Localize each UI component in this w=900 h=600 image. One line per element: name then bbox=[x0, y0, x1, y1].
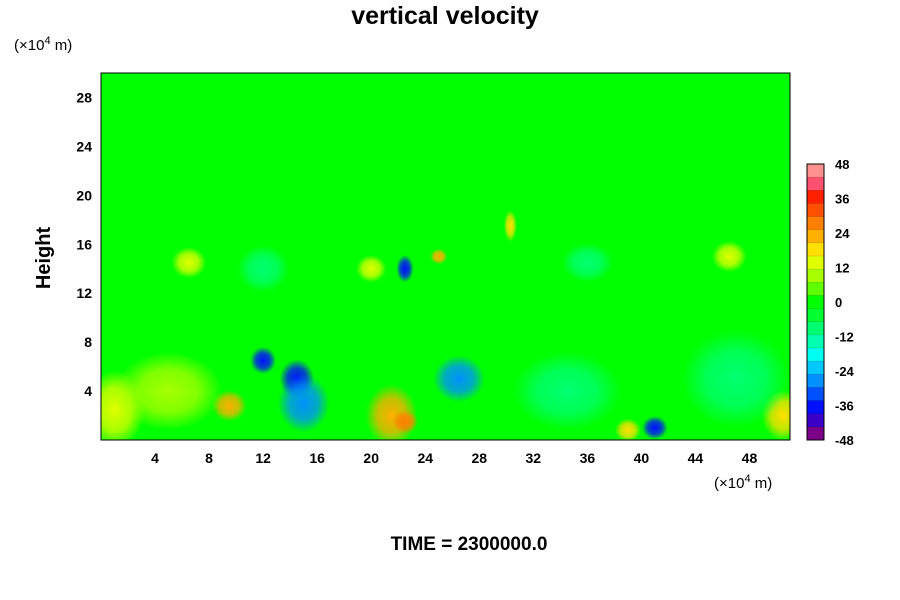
x-tick-label: 24 bbox=[417, 450, 433, 466]
colorbar-swatch bbox=[807, 203, 824, 218]
velocity-cell bbox=[114, 351, 223, 431]
velocity-cell bbox=[681, 329, 790, 428]
velocity-cell bbox=[433, 355, 485, 403]
y-tick-label: 4 bbox=[84, 383, 92, 399]
colorbar: 48 36 24 12 0 -12 -24 -36 -48 bbox=[806, 157, 855, 448]
colorbar-tick-label: -12 bbox=[835, 330, 854, 345]
colorbar-tick-label: 36 bbox=[835, 192, 849, 207]
velocity-cell bbox=[641, 416, 668, 440]
velocity-cell bbox=[614, 418, 641, 440]
colorbar-tick-label: 12 bbox=[835, 261, 849, 276]
colorbar-swatch bbox=[807, 229, 824, 244]
velocity-cell bbox=[250, 346, 277, 375]
velocity-cell bbox=[171, 246, 207, 279]
colorbar-swatch bbox=[807, 308, 824, 323]
y-tick-label: 24 bbox=[76, 138, 92, 154]
x-tick-label: 32 bbox=[526, 450, 542, 466]
colorbar-swatch bbox=[807, 216, 824, 231]
colorbar-swatch bbox=[807, 426, 824, 441]
y-tick-label: 28 bbox=[76, 89, 92, 105]
x-tick-label: 4 bbox=[151, 450, 159, 466]
colorbar-tick-label: -36 bbox=[835, 399, 854, 414]
velocity-cell bbox=[513, 351, 622, 431]
colorbar-frame bbox=[806, 163, 825, 441]
colorbar-swatch bbox=[807, 177, 824, 191]
x-tick-label: 12 bbox=[255, 450, 271, 466]
x-tick-label: 48 bbox=[742, 450, 758, 466]
x-tick-label: 40 bbox=[634, 450, 650, 466]
colorbar-swatch bbox=[807, 242, 824, 257]
colorbar-swatch bbox=[807, 269, 824, 283]
colorbar-swatch bbox=[807, 321, 824, 336]
colorbar-swatch bbox=[807, 295, 824, 310]
x-tick-label: 16 bbox=[309, 450, 325, 466]
colorbar-swatch bbox=[807, 256, 824, 270]
colorbar-swatch bbox=[807, 413, 824, 428]
velocity-cell bbox=[503, 210, 517, 242]
x-tick-label: 44 bbox=[688, 450, 704, 466]
velocity-cell bbox=[356, 255, 387, 283]
colorbar-swatch bbox=[807, 164, 824, 178]
colorbar-tick-label: 48 bbox=[835, 157, 849, 172]
x-unit-label: (×104 m) bbox=[714, 473, 772, 492]
y-tick-labels: 4 8 12 16 20 24 28 bbox=[76, 89, 92, 399]
colorbar-tick-label: -48 bbox=[835, 433, 854, 448]
x-tick-label: 20 bbox=[363, 450, 379, 466]
y-tick-label: 8 bbox=[84, 334, 92, 350]
velocity-cell bbox=[237, 245, 290, 293]
y-tick-label: 12 bbox=[76, 285, 92, 301]
velocity-cell bbox=[430, 248, 448, 265]
colorbar-swatch bbox=[807, 400, 824, 415]
colorbar-swatch bbox=[807, 348, 824, 362]
x-tick-label: 8 bbox=[205, 450, 213, 466]
x-tick-label: 28 bbox=[471, 450, 487, 466]
colorbar-swatch bbox=[807, 387, 824, 402]
y-tick-label: 16 bbox=[76, 236, 92, 252]
chart-title: vertical velocity bbox=[351, 2, 539, 30]
colorbar-tick-label: 0 bbox=[835, 295, 842, 310]
velocity-cell bbox=[396, 255, 414, 283]
y-tick-label: 20 bbox=[76, 187, 92, 203]
y-axis-label: Height bbox=[33, 227, 55, 290]
colorbar-swatch bbox=[807, 334, 824, 349]
velocity-field bbox=[101, 73, 790, 440]
velocity-cell bbox=[711, 240, 747, 273]
colorbar-swatch bbox=[807, 361, 824, 375]
velocity-cell bbox=[277, 373, 330, 433]
plot-frame bbox=[100, 72, 791, 441]
colorbar-swatch bbox=[807, 190, 824, 204]
velocity-cell bbox=[392, 409, 418, 434]
y-unit-label: (×104 m) bbox=[14, 35, 72, 54]
colorbar-tick-label: 24 bbox=[835, 226, 850, 241]
colorbar-tick-label: -24 bbox=[835, 364, 855, 379]
x-tick-labels: 4 8 12 16 20 24 28 32 36 40 44 48 bbox=[151, 450, 757, 466]
colorbar-swatch bbox=[807, 374, 824, 388]
velocity-cell bbox=[561, 243, 614, 283]
x-tick-label: 36 bbox=[580, 450, 596, 466]
colorbar-swatch bbox=[807, 282, 824, 296]
time-label: TIME = 2300000.0 bbox=[391, 534, 548, 555]
